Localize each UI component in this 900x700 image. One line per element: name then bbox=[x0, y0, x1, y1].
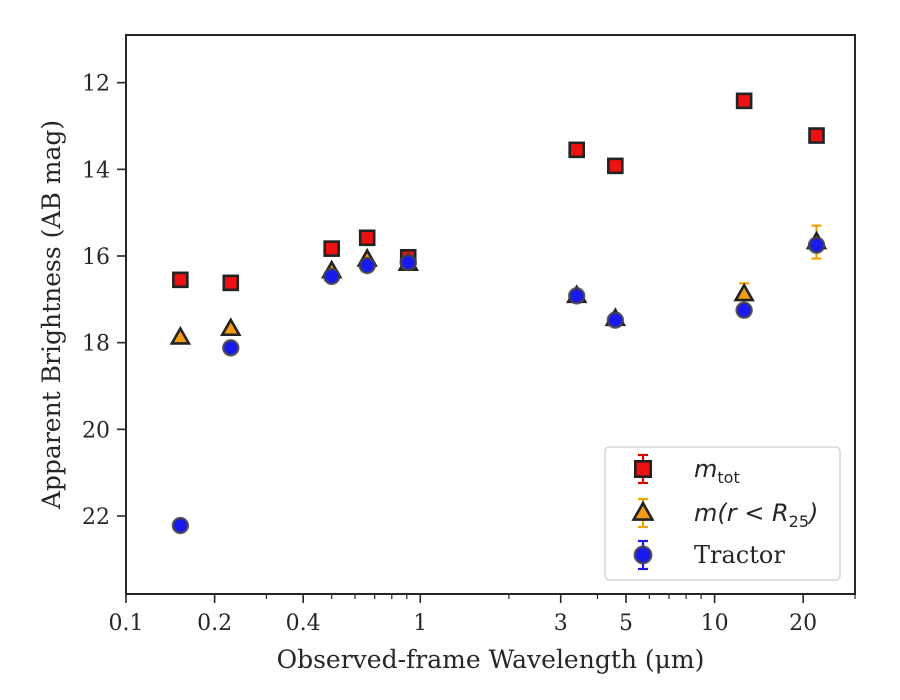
legend: mtot m(r < R25) Tractor bbox=[604, 446, 841, 581]
data-point bbox=[568, 287, 586, 305]
x-tick-label: 20 bbox=[789, 611, 817, 636]
data-point bbox=[568, 141, 586, 159]
marker-circle bbox=[222, 339, 240, 357]
marker-circle bbox=[735, 301, 753, 319]
y-tick-label: 22 bbox=[82, 505, 110, 530]
data-point bbox=[735, 92, 753, 110]
y-tick-label: 16 bbox=[82, 245, 110, 270]
data-point bbox=[358, 256, 376, 275]
marker-square bbox=[808, 127, 825, 144]
marker-square bbox=[633, 459, 652, 478]
marker-triangle bbox=[220, 317, 242, 337]
data-point bbox=[606, 311, 625, 329]
legend-frame bbox=[604, 446, 841, 581]
marker-circle bbox=[399, 253, 417, 272]
y-tick-label: 12 bbox=[82, 72, 110, 97]
marker-triangle bbox=[169, 325, 192, 345]
x-tick-label: 3 bbox=[554, 611, 568, 636]
plot-frame bbox=[125, 34, 856, 595]
marker-triangle bbox=[631, 500, 655, 521]
y-axis-title: Apparent Brightness (AB mag) bbox=[37, 120, 66, 510]
data-point bbox=[222, 339, 240, 357]
marker-triangle bbox=[733, 282, 755, 302]
legend-entry: Tractor bbox=[633, 539, 785, 571]
data-point bbox=[607, 157, 624, 175]
marker-circle bbox=[606, 311, 625, 329]
data-point bbox=[808, 127, 825, 144]
series-circle bbox=[171, 236, 826, 535]
x-tick-label: 0.4 bbox=[286, 611, 321, 636]
data-point bbox=[358, 229, 376, 247]
marker-circle bbox=[568, 287, 586, 305]
data-points bbox=[169, 92, 828, 535]
marker-square bbox=[735, 92, 753, 110]
legend-label: m(r < R25) bbox=[694, 499, 818, 531]
x-tick-label: 5 bbox=[619, 611, 633, 636]
data-point bbox=[171, 516, 190, 535]
marker-square bbox=[222, 274, 240, 292]
x-tick-label: 0.1 bbox=[109, 611, 144, 636]
marker-square bbox=[358, 229, 376, 247]
marker-square bbox=[323, 240, 341, 257]
data-point bbox=[169, 325, 192, 345]
data-point bbox=[323, 267, 341, 286]
series-square bbox=[172, 92, 825, 292]
series-triangle bbox=[169, 224, 828, 345]
data-point bbox=[323, 240, 341, 257]
y-tick-label: 20 bbox=[82, 418, 110, 443]
axes: 0.1 0.2 0.4 1 3 5 10 20 12 14 16 18 20 22 bbox=[82, 34, 856, 636]
marker-square bbox=[568, 141, 586, 159]
x-tick-label: 10 bbox=[701, 611, 729, 636]
legend-label: Tractor bbox=[694, 541, 785, 569]
marker-square bbox=[607, 157, 624, 175]
marker-circle bbox=[171, 516, 190, 535]
data-point bbox=[172, 271, 189, 289]
legend-label: mtot bbox=[694, 455, 740, 487]
marker-circle bbox=[633, 545, 653, 565]
marker-circle bbox=[358, 256, 376, 275]
data-point bbox=[220, 317, 242, 337]
data-point bbox=[735, 301, 753, 319]
marker-circle bbox=[323, 267, 341, 286]
x-tick-label: 0.2 bbox=[197, 611, 232, 636]
marker-circle bbox=[807, 236, 826, 254]
y-tick-label: 14 bbox=[82, 158, 110, 183]
data-point bbox=[222, 274, 240, 292]
x-axis-title: Observed-frame Wavelength (μm) bbox=[277, 645, 705, 674]
legend-entry: mtot bbox=[633, 453, 740, 487]
legend-entry: m(r < R25) bbox=[631, 497, 818, 531]
data-point bbox=[807, 236, 826, 254]
marker-square bbox=[172, 271, 189, 289]
x-tick-label: 1 bbox=[413, 611, 427, 636]
y-tick-label: 18 bbox=[82, 332, 110, 357]
data-point bbox=[399, 253, 417, 272]
